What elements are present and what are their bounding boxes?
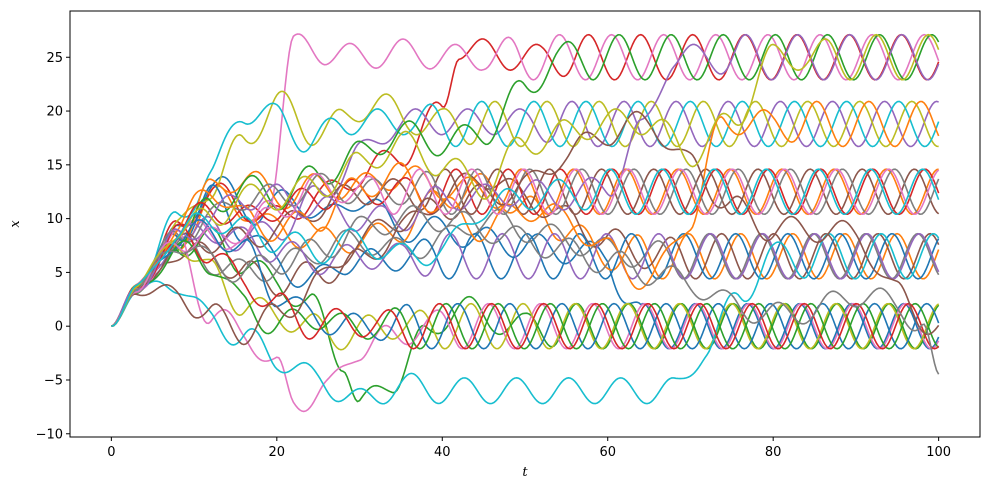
plot-frame [69, 10, 981, 438]
series-line-18 [110, 168, 940, 327]
x-axis-label: t [522, 465, 528, 480]
x-tick-label: 80 [765, 445, 782, 460]
x-tick-label: 40 [434, 445, 451, 460]
series-line-23 [111, 240, 940, 350]
x-tick-label: 0 [107, 445, 115, 460]
y-tick-label: −10 [36, 427, 63, 442]
y-tick-label: 5 [55, 266, 63, 281]
y-tick-label: −5 [44, 373, 63, 388]
series-line-13 [111, 33, 940, 327]
x-tick-label: 20 [269, 445, 286, 460]
series-line-14 [111, 168, 940, 327]
series-line-27 [111, 168, 940, 327]
series-line-29 [111, 33, 940, 327]
series-line-26 [111, 110, 940, 346]
series-line-10 [111, 100, 940, 327]
y-tick-label: 0 [55, 320, 63, 335]
y-tick-label: 25 [46, 51, 63, 66]
y-tick-label: 15 [46, 158, 63, 173]
x-tick-label: 100 [926, 445, 951, 460]
series-line-30 [111, 168, 940, 327]
series-line-24 [111, 223, 940, 350]
series-line-6 [111, 172, 940, 327]
y-axis-label: x [8, 220, 23, 228]
series-line-16 [111, 168, 940, 327]
series-line-15 [111, 222, 940, 327]
series-line-12 [111, 165, 939, 327]
series-line-21 [111, 219, 940, 350]
y-tick-label: 10 [46, 212, 63, 227]
series-line-25 [111, 33, 940, 327]
series-line-20 [111, 232, 940, 405]
series-layer [110, 33, 940, 413]
x-tick-label: 60 [599, 445, 616, 460]
y-tick-label: 20 [46, 105, 63, 120]
x-axis: 0 20 40 60 80 100 [107, 437, 951, 460]
series-line-28 [111, 204, 940, 375]
y-axis: −10 −5 0 5 10 15 20 25 [36, 51, 70, 442]
